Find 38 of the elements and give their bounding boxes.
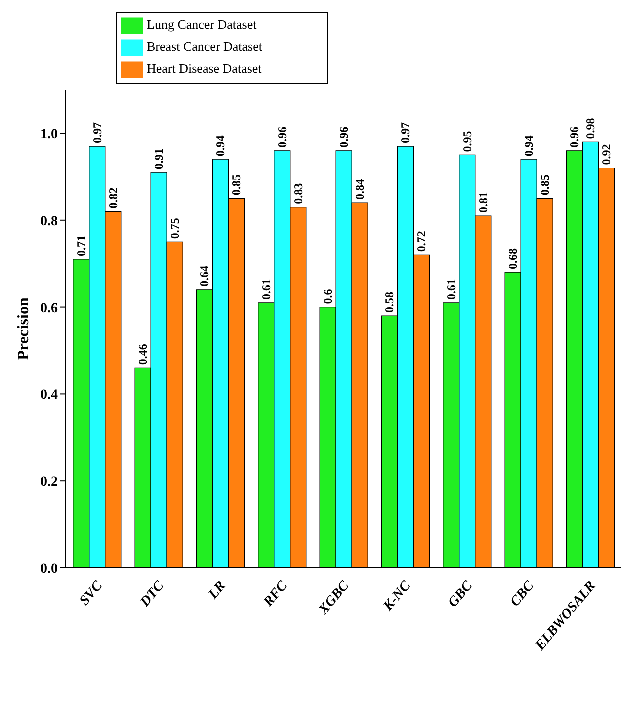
y-axis-title: Precision: [16, 298, 33, 360]
data-label: 0.81: [476, 192, 490, 214]
x-tick-label: LR: [206, 578, 230, 604]
data-label: 0.95: [460, 131, 474, 152]
data-label: 0.98: [584, 118, 598, 140]
data-label: 0.97: [398, 122, 413, 144]
y-tick-label: 1.0: [40, 127, 58, 142]
y-tick-label: 0.2: [40, 475, 58, 490]
data-label: 0.83: [291, 183, 306, 204]
data-label: 0.85: [230, 174, 244, 196]
data-label: 0.85: [538, 174, 552, 196]
data-label: 0.61: [444, 278, 458, 300]
data-label: 0.84: [353, 179, 368, 200]
data-label: 0.68: [506, 248, 520, 270]
data-label: 0.82: [106, 188, 120, 209]
data-label: 0.94: [214, 136, 228, 157]
data-label: 0.75: [168, 218, 182, 240]
data-label: 0.97: [90, 122, 104, 144]
data-label: 0.96: [568, 126, 582, 148]
data-label: 0.61: [259, 278, 274, 300]
data-label: 0.92: [600, 144, 614, 166]
data-label: 0.46: [136, 344, 150, 366]
y-tick-label: 0.6: [40, 301, 58, 316]
legend-label: Lung Cancer Dataset: [147, 17, 257, 32]
data-label: 0.96: [337, 126, 352, 148]
y-tick-label: 0.4: [40, 388, 58, 404]
y-tick-label: 0.8: [40, 214, 58, 230]
data-label: 0.72: [414, 231, 429, 252]
data-label: 0.71: [74, 236, 88, 257]
y-tick-label: 0.0: [40, 562, 58, 577]
data-label: 0.6: [321, 289, 336, 304]
data-label: 0.64: [198, 266, 212, 287]
data-label: 0.91: [152, 148, 166, 170]
data-label: 0.94: [522, 136, 536, 157]
data-label: 0.96: [275, 126, 290, 148]
legend-label: Heart Disease Dataset: [147, 61, 262, 76]
legend-label: Breast Cancer Dataset: [147, 39, 263, 54]
data-label: 0.58: [382, 292, 397, 313]
